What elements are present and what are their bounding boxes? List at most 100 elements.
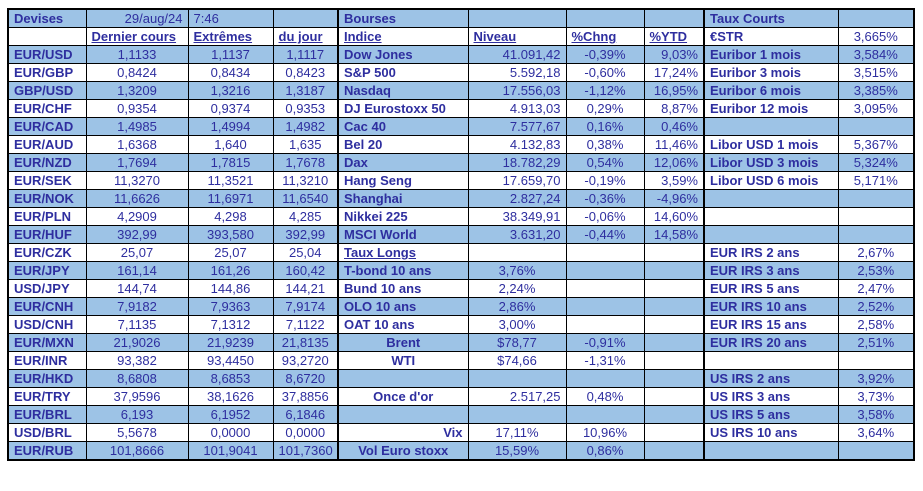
fx-dujour-cell[interactable]: 144,21 xyxy=(272,279,339,298)
market-chng-cell[interactable]: -1,12% xyxy=(565,81,645,100)
fx-pair-cell[interactable]: EUR/JPY xyxy=(7,261,87,280)
market-niveau-cell[interactable]: 17.556,03 xyxy=(467,81,567,100)
market-ytd-cell[interactable]: 14,58% xyxy=(643,225,705,244)
fx-pair-cell[interactable]: EUR/INR xyxy=(7,351,87,370)
fx-last-cell[interactable]: 4,2909 xyxy=(85,207,189,226)
market-ytd-cell[interactable] xyxy=(643,315,705,334)
fx-last-cell[interactable]: 11,3270 xyxy=(85,171,189,190)
rate-value-cell[interactable]: 3,385% xyxy=(837,81,915,100)
fx-dujour-cell[interactable]: 1,1117 xyxy=(272,45,339,64)
rate-label-cell[interactable] xyxy=(703,351,839,370)
fx-extremes-cell[interactable]: 101,9041 xyxy=(187,441,274,461)
fx-pair-cell[interactable]: USD/CNH xyxy=(7,315,87,334)
market-ytd-cell[interactable]: 17,24% xyxy=(643,63,705,82)
market-label-cell[interactable]: Bel 20 xyxy=(337,135,469,154)
rate-value-cell[interactable]: 3,515% xyxy=(837,63,915,82)
rate-value-cell[interactable]: 3,58% xyxy=(837,405,915,424)
market-niveau-cell[interactable]: 4.913,03 xyxy=(467,99,567,118)
market-label-cell[interactable]: MSCI World xyxy=(337,225,469,244)
fx-pair-cell[interactable]: EUR/RUB xyxy=(7,441,87,461)
market-niveau-cell[interactable]: $78,77 xyxy=(467,333,567,352)
fx-dujour-cell[interactable]: 11,3210 xyxy=(272,171,339,190)
rate-label-cell[interactable]: Libor USD 6 mois xyxy=(703,171,839,190)
fx-extremes-cell[interactable]: 144,86 xyxy=(187,279,274,298)
market-label-cell[interactable]: Once d'or xyxy=(337,387,469,406)
market-ytd-cell[interactable]: 0,46% xyxy=(643,117,705,136)
market-label-cell[interactable] xyxy=(337,369,469,388)
market-label-cell[interactable]: DJ Eurostoxx 50 xyxy=(337,99,469,118)
rate-value-cell[interactable]: 5,367% xyxy=(837,135,915,154)
fx-pair-cell[interactable]: EUR/BRL xyxy=(7,405,87,424)
market-niveau-cell[interactable]: 2,24% xyxy=(467,279,567,298)
fx-dujour-cell[interactable]: 1,3187 xyxy=(272,81,339,100)
market-niveau-cell[interactable]: 2,86% xyxy=(467,297,567,316)
fx-dujour-cell[interactable]: 1,4982 xyxy=(272,117,339,136)
rate-label-cell[interactable]: Euribor 3 mois xyxy=(703,63,839,82)
market-niveau-cell[interactable]: 2.827,24 xyxy=(467,189,567,208)
rate-value-cell[interactable] xyxy=(837,117,915,136)
market-chng-cell[interactable] xyxy=(565,261,645,280)
fx-dujour-cell[interactable]: 21,8135 xyxy=(272,333,339,352)
market-label-cell[interactable]: Dax xyxy=(337,153,469,172)
market-niveau-cell[interactable]: 3,76% xyxy=(467,261,567,280)
market-chng-cell[interactable] xyxy=(565,369,645,388)
market-niveau-cell[interactable] xyxy=(467,243,567,262)
market-niveau-cell[interactable] xyxy=(467,369,567,388)
market-label-cell[interactable]: S&P 500 xyxy=(337,63,469,82)
rate-value-cell[interactable]: 2,53% xyxy=(837,261,915,280)
market-chng-cell[interactable] xyxy=(565,243,645,262)
market-niveau-cell[interactable]: 15,59% xyxy=(467,441,567,461)
market-niveau-cell[interactable]: 7.577,67 xyxy=(467,117,567,136)
market-chng-cell[interactable]: 0,16% xyxy=(565,117,645,136)
rate-value-cell[interactable]: 3,73% xyxy=(837,387,915,406)
fx-dujour-cell[interactable]: 7,9174 xyxy=(272,297,339,316)
market-chng-cell[interactable]: -0,36% xyxy=(565,189,645,208)
market-chng-cell[interactable] xyxy=(565,279,645,298)
fx-last-cell[interactable]: 7,1135 xyxy=(85,315,189,334)
fx-pair-cell[interactable]: EUR/USD xyxy=(7,45,87,64)
market-niveau-cell[interactable]: 18.782,29 xyxy=(467,153,567,172)
market-ytd-cell[interactable]: 3,59% xyxy=(643,171,705,190)
fx-last-cell[interactable]: 21,9026 xyxy=(85,333,189,352)
market-chng-cell[interactable] xyxy=(565,297,645,316)
rate-value-cell[interactable]: 5,324% xyxy=(837,153,915,172)
market-ytd-cell[interactable]: 11,46% xyxy=(643,135,705,154)
market-ytd-cell[interactable]: 8,87% xyxy=(643,99,705,118)
market-niveau-cell[interactable]: 17,11% xyxy=(467,423,567,442)
market-niveau-cell[interactable]: 2.517,25 xyxy=(467,387,567,406)
fx-extremes-cell[interactable]: 38,1626 xyxy=(187,387,274,406)
rate-label-cell[interactable]: Euribor 12 mois xyxy=(703,99,839,118)
market-chng-cell[interactable]: -0,60% xyxy=(565,63,645,82)
fx-last-cell[interactable]: 5,5678 xyxy=(85,423,189,442)
fx-last-cell[interactable]: 7,9182 xyxy=(85,297,189,316)
rate-label-cell[interactable]: US IRS 2 ans xyxy=(703,369,839,388)
market-chng-cell[interactable]: 0,38% xyxy=(565,135,645,154)
fx-pair-cell[interactable]: EUR/SEK xyxy=(7,171,87,190)
fx-dujour-cell[interactable]: 0,9353 xyxy=(272,99,339,118)
fx-dujour-cell[interactable]: 1,635 xyxy=(272,135,339,154)
fx-extremes-cell[interactable]: 7,9363 xyxy=(187,297,274,316)
rate-label-cell[interactable]: Libor USD 3 mois xyxy=(703,153,839,172)
fx-dujour-cell[interactable]: 6,1846 xyxy=(272,405,339,424)
market-label-cell[interactable] xyxy=(337,405,469,424)
rate-value-cell[interactable]: 3,665% xyxy=(837,27,915,46)
fx-dujour-cell[interactable]: 37,8856 xyxy=(272,387,339,406)
fx-pair-cell[interactable]: EUR/AUD xyxy=(7,135,87,154)
fx-extremes-cell[interactable]: 1,640 xyxy=(187,135,274,154)
fx-dujour-cell[interactable]: 1,7678 xyxy=(272,153,339,172)
fx-last-cell[interactable]: 6,193 xyxy=(85,405,189,424)
market-ytd-cell[interactable]: -4,96% xyxy=(643,189,705,208)
rate-label-cell[interactable]: Euribor 6 mois xyxy=(703,81,839,100)
fx-pair-cell[interactable]: EUR/NZD xyxy=(7,153,87,172)
fx-extremes-cell[interactable]: 1,4994 xyxy=(187,117,274,136)
fx-pair-cell[interactable]: EUR/CZK xyxy=(7,243,87,262)
fx-last-cell[interactable]: 0,9354 xyxy=(85,99,189,118)
market-label-cell[interactable]: Nasdaq xyxy=(337,81,469,100)
fx-extremes-cell[interactable]: 11,3521 xyxy=(187,171,274,190)
market-label-cell[interactable]: Dow Jones xyxy=(337,45,469,64)
fx-extremes-cell[interactable]: 7,1312 xyxy=(187,315,274,334)
market-niveau-cell[interactable]: 4.132,83 xyxy=(467,135,567,154)
rate-label-cell[interactable]: US IRS 3 ans xyxy=(703,387,839,406)
market-label-cell[interactable]: Nikkei 225 xyxy=(337,207,469,226)
market-chng-cell[interactable]: -0,91% xyxy=(565,333,645,352)
